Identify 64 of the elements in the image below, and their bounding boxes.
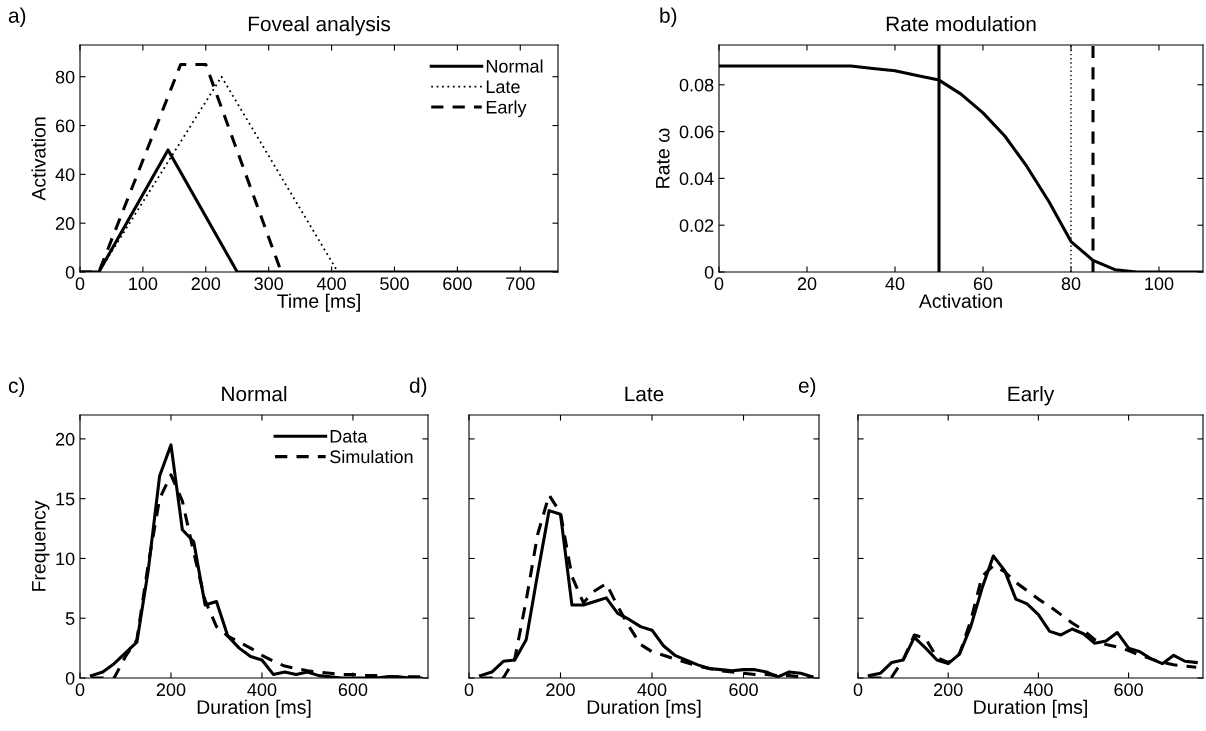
y-tick-label: 20: [55, 217, 75, 230]
text: c): [8, 377, 25, 397]
legend-label: Normal: [486, 59, 543, 73]
y-tick-label: 0.04: [679, 172, 714, 186]
x-axis-title: Duration [ms]: [587, 699, 701, 718]
chart-title: Late: [625, 386, 664, 402]
x-tick-label: 0: [75, 683, 85, 697]
y-tick-label: 0.08: [679, 78, 714, 92]
x-tick-label: 0: [464, 683, 474, 697]
text: a): [8, 7, 26, 27]
x-tick-label: 600: [1114, 683, 1143, 697]
text: b): [660, 7, 677, 27]
x-tick-label: 100: [129, 277, 158, 291]
x-tick-label: 80: [1061, 277, 1081, 291]
text: e): [798, 377, 816, 397]
x-tick-label: 300: [254, 277, 284, 291]
chart-title: Foveal analysis: [248, 16, 391, 36]
y-tick-label: 0: [704, 265, 714, 279]
chart-title: Rate modulation: [886, 16, 1036, 32]
y-tick-label: 0: [65, 671, 75, 685]
text: d): [409, 377, 427, 397]
y-tick-label: 15: [56, 492, 75, 506]
y-tick-label: 10: [56, 552, 75, 566]
x-tick-label: 500: [380, 277, 409, 291]
x-tick-label: 600: [729, 683, 758, 697]
x-tick-label: 60: [973, 277, 993, 291]
x-axis-title: Time [ms]: [277, 293, 360, 312]
y-axis-title: Frequency: [32, 500, 50, 591]
x-axis-title: Duration [ms]: [974, 699, 1087, 718]
x-axis-title: Activation: [918, 293, 1002, 308]
y-tick-label: 60: [55, 119, 75, 133]
y-tick-label: 0.06: [679, 125, 714, 139]
x-tick-label: 600: [338, 683, 368, 697]
chart-title: Early: [1008, 386, 1055, 406]
x-tick-label: 400: [247, 683, 277, 697]
x-tick-label: 600: [443, 277, 472, 291]
x-tick-label: 200: [191, 277, 221, 291]
x-tick-label: 400: [1023, 683, 1053, 697]
x-axis-title: Duration [ms]: [197, 699, 311, 718]
y-tick-label: 0.02: [679, 219, 714, 232]
x-tick-label: 100: [1145, 277, 1174, 291]
x-tick-label: 400: [637, 683, 667, 697]
y-axis-title: Activation: [31, 117, 46, 201]
x-tick-label: 200: [156, 683, 186, 697]
legend-label: Late: [486, 80, 520, 94]
legend-label: Simulation: [330, 449, 413, 464]
x-tick-label: 20: [797, 277, 817, 291]
chart-title: Normal: [222, 386, 287, 402]
x-tick-label: 200: [546, 683, 575, 697]
x-tick-label: 200: [934, 683, 963, 697]
y-axis-title: Rate ω: [656, 128, 670, 188]
x-tick-label: 0: [714, 277, 724, 291]
y-tick-label: 40: [55, 168, 75, 182]
x-tick-label: 700: [506, 277, 535, 291]
x-tick-label: 0: [75, 277, 85, 291]
y-tick-label: 5: [65, 612, 75, 625]
y-tick-label: 0: [65, 265, 75, 279]
x-tick-label: 400: [316, 277, 346, 291]
legend-label: Data: [330, 430, 368, 443]
x-tick-label: 0: [853, 683, 863, 697]
legend-label: Early: [486, 100, 527, 118]
y-tick-label: 80: [55, 70, 75, 84]
x-tick-label: 40: [885, 277, 905, 291]
y-tick-label: 20: [55, 432, 75, 446]
